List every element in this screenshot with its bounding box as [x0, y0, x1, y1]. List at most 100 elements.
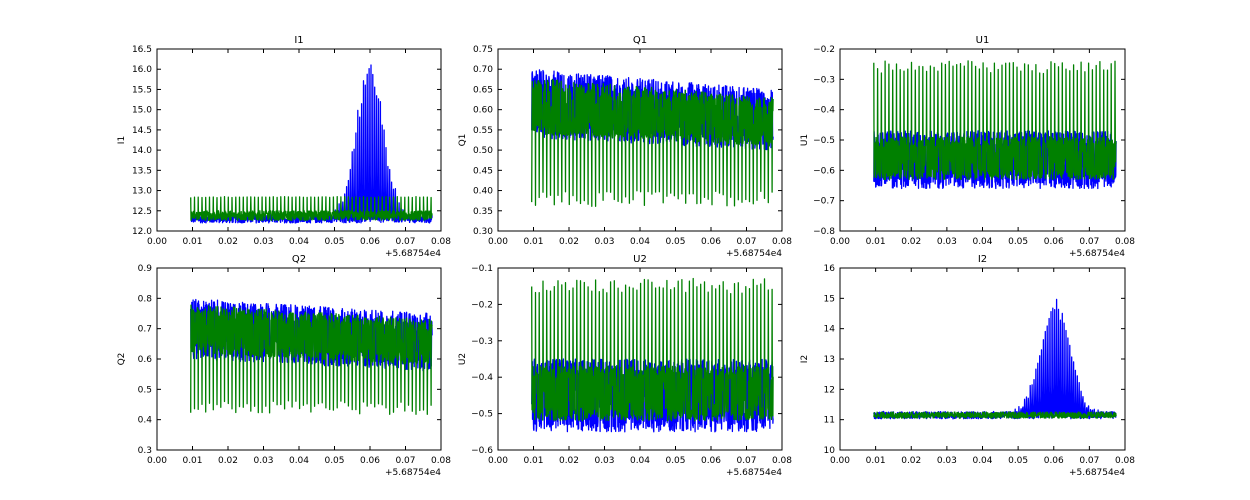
x-tick-label: 0.06 — [1044, 237, 1064, 247]
x-tick-label: 0.03 — [253, 456, 273, 466]
y-tick-label: −0.3 — [471, 337, 493, 347]
y-tick-label: 0.9 — [138, 264, 153, 274]
x-tick-label: 0.08 — [431, 456, 451, 466]
x-offset-label: +5.68754e4 — [385, 468, 441, 478]
y-tick-label: 12 — [824, 385, 835, 395]
x-tick-label: 0.06 — [360, 456, 380, 466]
y-tick-label: −0.2 — [813, 45, 835, 55]
x-tick-label: 0.01 — [182, 456, 202, 466]
y-tick-label: 0.75 — [473, 45, 493, 55]
y-tick-label: 14.5 — [132, 126, 152, 136]
chart-title: I2 — [978, 254, 987, 265]
y-tick-label: −0.4 — [813, 106, 835, 116]
series-green — [190, 304, 433, 415]
y-tick-label: 0.30 — [473, 227, 493, 237]
y-tick-label: −0.6 — [471, 446, 493, 456]
x-tick-label: 0.07 — [736, 456, 756, 466]
x-tick-label: 0.00 — [488, 237, 508, 247]
x-tick-label: 0.00 — [830, 237, 850, 247]
x-tick-label: 0.00 — [830, 456, 850, 466]
x-tick-label: 0.05 — [1008, 456, 1028, 466]
y-tick-label: 0.70 — [473, 65, 493, 75]
x-tick-label: 0.02 — [901, 237, 921, 247]
y-axis-label: U1 — [800, 134, 810, 146]
plot-area — [531, 277, 774, 433]
y-tick-label: −0.2 — [471, 300, 493, 310]
y-tick-label: 0.7 — [138, 325, 152, 335]
y-tick-label: −0.5 — [471, 410, 493, 420]
y-tick-label: 13 — [824, 355, 835, 365]
x-tick-label: 0.01 — [523, 237, 543, 247]
x-tick-label: 0.07 — [395, 237, 415, 247]
y-tick-label: 12.5 — [132, 207, 152, 217]
x-tick-label: 0.04 — [289, 456, 309, 466]
subplot-U1: 0.00 0.01 0.02 0.03 0.04 0.05 0.06 0.07 0.08 −0.8… — [800, 35, 1135, 259]
y-tick-label: −0.3 — [813, 75, 835, 85]
y-tick-label: 16.5 — [132, 45, 152, 55]
plot-area — [531, 69, 774, 207]
y-tick-label: 0.50 — [473, 146, 493, 156]
series-green — [531, 78, 774, 207]
x-tick-label: 0.08 — [1115, 237, 1135, 247]
x-tick-label: 0.03 — [937, 456, 957, 466]
y-tick-label: 14.0 — [132, 146, 152, 156]
y-tick-label: 14 — [824, 325, 836, 335]
x-tick-label: 0.07 — [1079, 456, 1099, 466]
x-tick-label: 0.06 — [701, 237, 721, 247]
series-green — [531, 277, 774, 422]
y-axis-label: Q2 — [117, 353, 127, 366]
y-tick-label: 15 — [824, 294, 835, 304]
x-tick-label: 0.01 — [866, 456, 886, 466]
plot-area — [190, 64, 433, 224]
x-tick-label: 0.08 — [772, 456, 792, 466]
chart-title: Q1 — [633, 35, 647, 46]
y-tick-label: 0.3 — [138, 446, 152, 456]
x-offset-label: +5.68754e4 — [1069, 249, 1125, 259]
chart-title: Q2 — [292, 254, 306, 265]
plot-area — [873, 60, 1117, 190]
x-tick-label: 0.02 — [559, 456, 579, 466]
plot-area — [190, 298, 433, 415]
y-tick-label: 0.60 — [473, 106, 493, 116]
y-tick-label: 13.0 — [132, 187, 152, 197]
y-axis-label: I2 — [800, 355, 810, 363]
x-tick-label: 0.01 — [523, 456, 543, 466]
series-blue — [873, 298, 1117, 420]
x-tick-label: 0.03 — [253, 237, 273, 247]
y-axis-label: U2 — [458, 353, 468, 365]
x-tick-label: 0.07 — [395, 456, 415, 466]
x-tick-label: 0.04 — [972, 456, 992, 466]
y-tick-label: 16 — [824, 264, 836, 274]
subplot-Q1: 0.00 0.01 0.02 0.03 0.04 0.05 0.06 0.07 0.08 0.30… — [458, 35, 792, 259]
series-blue — [531, 358, 774, 433]
y-tick-label: 13.5 — [132, 166, 152, 176]
x-tick-label: 0.08 — [772, 237, 792, 247]
y-tick-label: 0.45 — [473, 166, 493, 176]
x-tick-label: 0.03 — [594, 456, 614, 466]
series-green — [873, 60, 1117, 181]
x-tick-label: 0.06 — [701, 456, 721, 466]
y-tick-label: 10 — [824, 446, 836, 456]
subplot-I1: 0.00 0.01 0.02 0.03 0.04 0.05 0.06 0.07 0.08 12.0… — [117, 35, 451, 259]
x-tick-label: 0.02 — [559, 237, 579, 247]
x-tick-label: 0.06 — [360, 237, 380, 247]
x-tick-label: 0.02 — [901, 456, 921, 466]
y-tick-label: −0.1 — [471, 264, 493, 274]
x-tick-label: 0.05 — [665, 237, 685, 247]
x-tick-label: 0.00 — [488, 456, 508, 466]
subplot-U2: 0.00 0.01 0.02 0.03 0.04 0.05 0.06 0.07 0.08 −0.6… — [458, 254, 792, 478]
subplot-Q2: 0.00 0.01 0.02 0.03 0.04 0.05 0.06 0.07 0.08 0.3 0… — [117, 254, 451, 478]
y-tick-label: 0.35 — [473, 207, 493, 217]
x-tick-label: 0.03 — [594, 237, 614, 247]
x-tick-label: 0.03 — [937, 237, 957, 247]
x-tick-label: 0.00 — [147, 456, 167, 466]
y-axis-label: I1 — [117, 136, 127, 144]
subplot-I2: 0.00 0.01 0.02 0.03 0.04 0.05 0.06 0.07 0.08 10 11… — [800, 254, 1135, 478]
x-tick-label: 0.04 — [289, 237, 309, 247]
x-offset-label: +5.68754e4 — [1069, 468, 1125, 478]
x-tick-label: 0.02 — [218, 237, 238, 247]
y-tick-label: 0.6 — [138, 355, 153, 365]
y-tick-label: 0.8 — [138, 294, 153, 304]
y-tick-label: −0.8 — [813, 227, 835, 237]
